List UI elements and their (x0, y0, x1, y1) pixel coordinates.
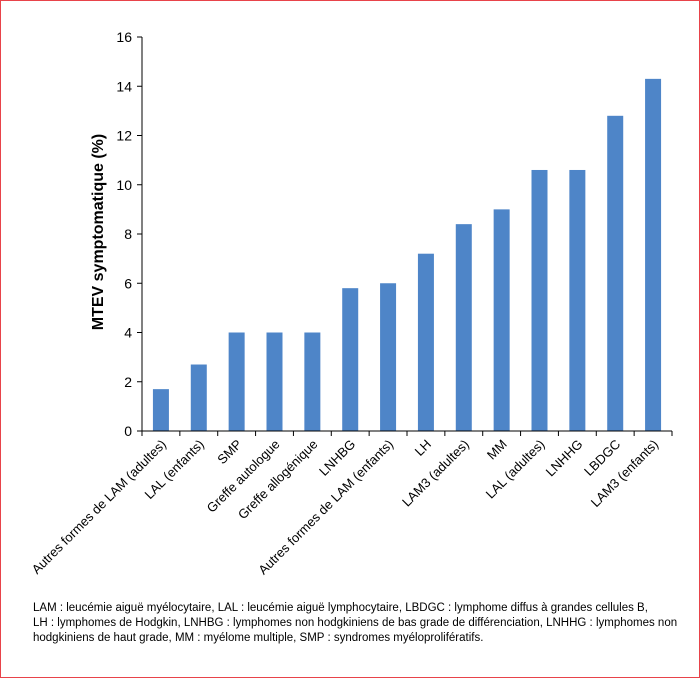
bar (531, 169, 548, 431)
bar (417, 253, 434, 431)
bar (190, 364, 207, 431)
x-category-label: Autres formes de LAM (adultes) (29, 437, 169, 577)
bar (266, 332, 283, 431)
y-tick-label: 6 (124, 275, 132, 291)
bar (569, 169, 586, 431)
x-category-label: MM (484, 437, 510, 463)
bar (304, 332, 321, 431)
x-axis: Autres formes de LAM (adultes)LAL (enfan… (29, 430, 673, 577)
x-category-label: LH (412, 437, 434, 459)
y-axis: 0 2 4 6 8 10 12 14 16 (116, 29, 143, 439)
y-tick-label: 0 (124, 423, 132, 439)
bar (228, 332, 245, 431)
footnote-line: LAM : leucémie aiguë myélocytaire, LAL :… (33, 602, 648, 614)
y-tick-label: 14 (116, 78, 132, 94)
y-tick-label: 4 (124, 325, 132, 341)
footnote: LAM : leucémie aiguë myélocytaire, LAL :… (33, 601, 683, 646)
x-category-label: LAM3 (adultes) (399, 437, 472, 510)
y-tick-label: 16 (116, 29, 132, 45)
bar (455, 224, 472, 431)
x-category-label: SMP (214, 437, 245, 468)
x-category-label: LNHHG (543, 437, 586, 480)
bar (607, 115, 624, 432)
footnote-line: LH : lymphomes de Hodgkin, LNHBG : lymph… (33, 617, 678, 629)
footnote-line: hodgkiniens de haut grade, MM : myélome … (33, 632, 484, 644)
y-tick-label: 10 (116, 177, 132, 193)
bar (380, 283, 397, 431)
y-tick-label: 12 (116, 128, 132, 144)
bar (342, 288, 359, 431)
bars (152, 78, 662, 432)
y-tick-label: 8 (124, 226, 132, 242)
bar (493, 209, 510, 431)
y-axis-label: MTEV symptomatique (%) (90, 134, 107, 330)
bar (152, 389, 169, 431)
x-category-label: LAM3 (enfants) (588, 437, 661, 510)
y-tick-label: 2 (124, 374, 132, 390)
bar (645, 78, 662, 432)
bar-chart: MTEV symptomatique (%) 0 2 4 6 8 10 12 14 16 Aut… (29, 29, 673, 577)
